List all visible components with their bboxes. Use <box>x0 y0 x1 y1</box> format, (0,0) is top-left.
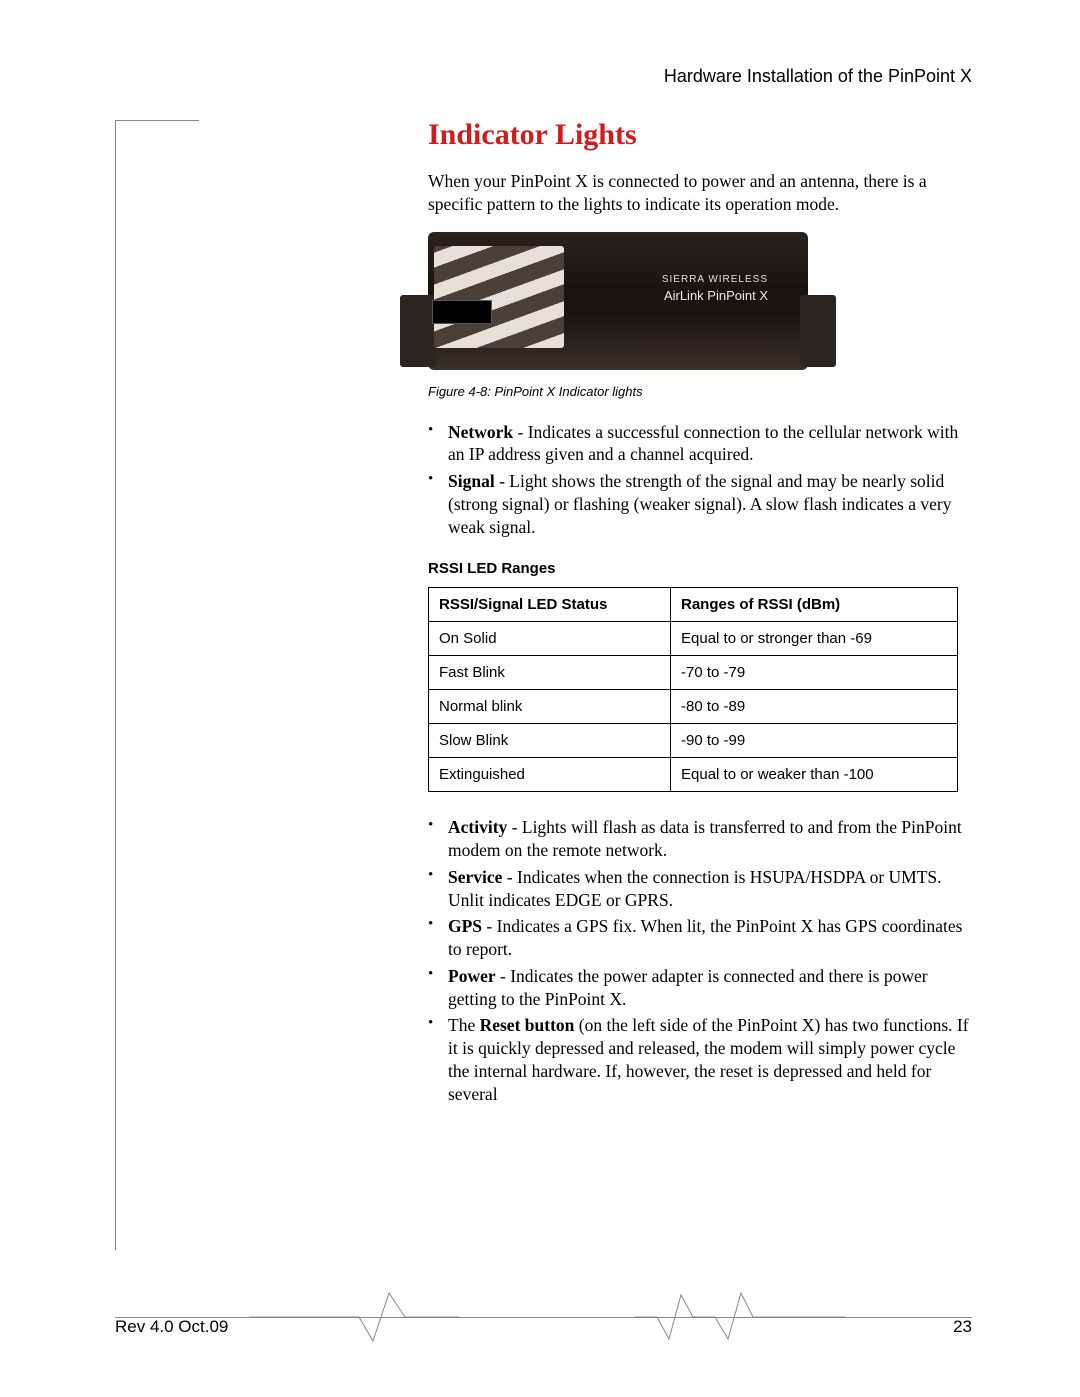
bullets-bottom: Activity - Lights will flash as data is … <box>428 816 974 1105</box>
rssi-table: RSSI/Signal LED Status Ranges of RSSI (d… <box>428 587 958 792</box>
list-item-term: Signal <box>448 471 495 491</box>
list-item-text: - Light shows the strength of the signal… <box>448 471 951 537</box>
table-header: Ranges of RSSI (dBm) <box>671 588 958 622</box>
table-title: RSSI LED Ranges <box>428 560 974 577</box>
margin-rule-vertical <box>115 120 116 1250</box>
running-header: Hardware Installation of the PinPoint X <box>664 66 972 87</box>
table-header-row: RSSI/Signal LED Status Ranges of RSSI (d… <box>429 588 958 622</box>
list-item-text: - Indicates a GPS fix. When lit, the Pin… <box>448 916 962 959</box>
table-cell: Equal to or weaker than -100 <box>671 758 958 792</box>
table-cell: Equal to or stronger than -69 <box>671 622 958 656</box>
table-row: ExtinguishedEqual to or weaker than -100 <box>429 758 958 792</box>
list-item-prefix: The <box>448 1015 480 1035</box>
list-item-term: Network <box>448 422 513 442</box>
list-item-text: - Lights will flash as data is transferr… <box>448 817 962 860</box>
device-model-text: AirLink PinPoint X <box>664 288 768 303</box>
page-footer: Rev 4.0 Oct.09 23 <box>115 1291 972 1343</box>
list-item: Signal - Light shows the strength of the… <box>448 470 974 538</box>
table-cell: On Solid <box>429 622 671 656</box>
figure-caption: Figure 4-8: PinPoint X Indicator lights <box>428 384 974 399</box>
device-port <box>432 300 492 324</box>
table-cell: Fast Blink <box>429 656 671 690</box>
table-cell: -70 to -79 <box>671 656 958 690</box>
ecg-decoration-icon <box>635 1291 845 1343</box>
table-cell: Normal blink <box>429 690 671 724</box>
list-item: Activity - Lights will flash as data is … <box>448 816 974 862</box>
list-item-text: - Indicates a successful connection to t… <box>448 422 958 465</box>
device-photo: SIERRA WIRELESS AirLink PinPoint X <box>428 232 808 370</box>
table-cell: -90 to -99 <box>671 724 958 758</box>
list-item: Network - Indicates a successful connect… <box>448 421 974 467</box>
footer-revision: Rev 4.0 Oct.09 <box>115 1317 228 1337</box>
table-header: RSSI/Signal LED Status <box>429 588 671 622</box>
list-item-text: - Indicates the power adapter is connect… <box>448 966 928 1009</box>
ecg-decoration-icon <box>249 1291 459 1343</box>
list-item-text: - Indicates when the connection is HSUPA… <box>448 867 942 910</box>
intro-paragraph: When your PinPoint X is connected to pow… <box>428 170 974 216</box>
list-item: Power - Indicates the power adapter is c… <box>448 965 974 1011</box>
list-item-term: Service <box>448 867 502 887</box>
table-cell: Extinguished <box>429 758 671 792</box>
table-cell: -80 to -89 <box>671 690 958 724</box>
list-item-term: Activity <box>448 817 507 837</box>
table-row: Slow Blink-90 to -99 <box>429 724 958 758</box>
table-row: On SolidEqual to or stronger than -69 <box>429 622 958 656</box>
list-item-term: Reset button <box>480 1015 575 1035</box>
list-item-term: Power <box>448 966 496 986</box>
list-item: GPS - Indicates a GPS fix. When lit, the… <box>448 915 974 961</box>
bullets-top: Network - Indicates a successful connect… <box>428 421 974 539</box>
list-item: The Reset button (on the left side of th… <box>448 1014 974 1105</box>
table-row: Fast Blink-70 to -79 <box>429 656 958 690</box>
list-item-term: GPS <box>448 916 482 936</box>
table-cell: Slow Blink <box>429 724 671 758</box>
device-bracket-right <box>800 295 836 367</box>
margin-rule-horizontal <box>115 120 199 121</box>
table-row: Normal blink-80 to -89 <box>429 690 958 724</box>
device-bracket-left <box>400 295 436 367</box>
footer-page-number: 23 <box>953 1317 972 1337</box>
page-content: Indicator Lights When your PinPoint X is… <box>428 118 974 1123</box>
device-stripe-pattern <box>434 246 564 348</box>
section-title: Indicator Lights <box>428 118 974 152</box>
device-brand-text: SIERRA WIRELESS <box>662 274 768 285</box>
list-item: Service - Indicates when the connection … <box>448 866 974 912</box>
